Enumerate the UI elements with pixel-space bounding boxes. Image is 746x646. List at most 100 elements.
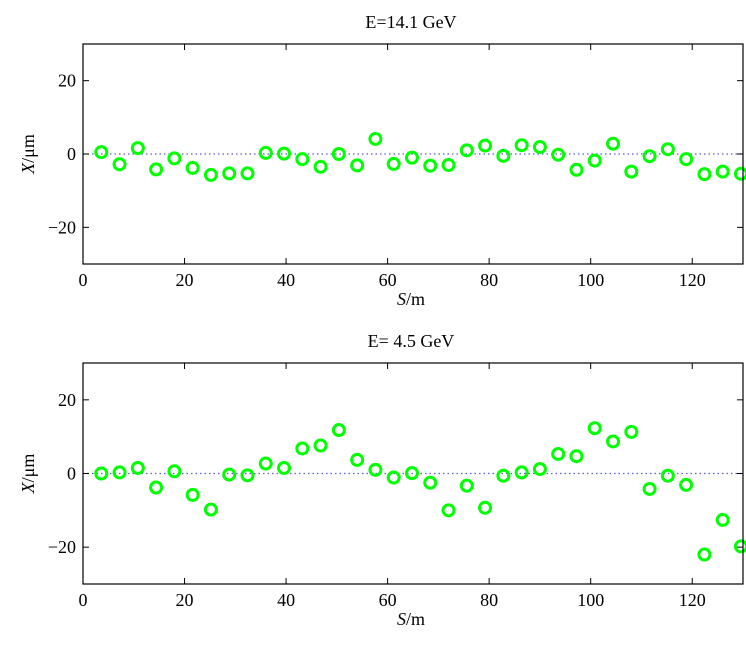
data-point <box>368 131 383 146</box>
y-tick-label: −20 <box>48 537 76 557</box>
data-point <box>660 468 675 483</box>
data-point <box>94 145 109 160</box>
data-point <box>514 465 529 480</box>
x-tick-label: 60 <box>379 270 397 290</box>
data-point <box>569 162 584 177</box>
data-point <box>368 462 383 477</box>
data-point <box>624 424 639 439</box>
data-point <box>551 446 566 461</box>
plot-frame <box>82 362 744 585</box>
data-point <box>130 141 145 156</box>
data-point <box>496 468 511 483</box>
x-tick-label: 120 <box>679 590 706 610</box>
data-point <box>569 449 584 464</box>
data-point <box>112 465 127 480</box>
data-point <box>459 478 474 493</box>
data-point <box>697 547 712 562</box>
y-axis-label: X/μm <box>18 454 38 495</box>
data-point <box>404 150 419 165</box>
data-point <box>423 158 438 173</box>
data-point <box>350 158 365 173</box>
data-point <box>295 441 310 456</box>
data-point <box>277 460 292 475</box>
data-point <box>587 153 602 168</box>
data-point <box>459 143 474 158</box>
data-point <box>295 152 310 167</box>
x-tick-label: 100 <box>577 270 604 290</box>
plot-panel-2: E= 4.5 GeV 0 20 40 60 80 100 120 −20 0 20 S/m X/μm <box>18 331 746 629</box>
x-tick-label: 0 <box>79 270 88 290</box>
data-point <box>240 468 255 483</box>
data-point <box>606 434 621 449</box>
x-tick-label: 80 <box>480 270 498 290</box>
x-axis-label: S/m <box>397 289 425 309</box>
data-point <box>404 466 419 481</box>
plot-title: E= 4.5 GeV <box>368 331 455 351</box>
y-tick-label: 0 <box>67 144 76 164</box>
x-axis-variable: S <box>397 609 406 629</box>
data-point <box>167 151 182 166</box>
data-point <box>130 460 145 475</box>
data-point <box>386 156 401 171</box>
x-tick-label: 120 <box>679 270 706 290</box>
data-point <box>313 159 328 174</box>
x-tick-label: 60 <box>379 590 397 610</box>
y-axis-unit: /μm <box>18 454 38 483</box>
data-point <box>733 166 746 181</box>
data-point <box>697 167 712 182</box>
data-point <box>185 487 200 502</box>
plot-frame <box>82 43 744 265</box>
data-point <box>441 158 456 172</box>
data-point <box>149 162 164 177</box>
y-tick-label: −20 <box>48 217 76 237</box>
data-point <box>423 475 438 490</box>
x-axis-unit: /m <box>406 609 425 629</box>
data-point <box>331 147 346 161</box>
data-point <box>203 502 218 517</box>
x-axis-label: S/m <box>397 609 425 629</box>
data-point <box>642 481 657 496</box>
plot-panel-1: E=14.1 GeV 0 20 40 60 80 100 120 −20 0 20 S/m X/μm <box>18 12 746 309</box>
data-point <box>642 149 657 164</box>
data-point <box>203 167 218 182</box>
data-point <box>679 152 694 167</box>
y-tick-label: 20 <box>58 390 76 410</box>
data-point <box>606 136 621 151</box>
data-point <box>660 142 675 157</box>
data-point <box>258 456 273 471</box>
x-tick-label: 40 <box>277 270 295 290</box>
data-point <box>532 140 547 155</box>
data-point <box>185 160 200 175</box>
data-point <box>277 146 292 161</box>
data-point <box>313 438 328 453</box>
x-tick-label: 20 <box>176 270 194 290</box>
data-point <box>715 164 730 179</box>
data-point <box>587 421 602 436</box>
y-tick-label: 20 <box>58 71 76 91</box>
data-point <box>386 470 401 485</box>
y-axis-variable: X <box>18 162 38 175</box>
data-point <box>624 164 639 179</box>
data-point <box>514 138 529 153</box>
data-point <box>496 148 511 163</box>
data-point <box>240 166 255 181</box>
x-axis-unit: /m <box>406 289 425 309</box>
x-tick-label: 0 <box>79 590 88 610</box>
data-point <box>733 539 746 554</box>
data-point <box>94 466 109 481</box>
data-point <box>112 157 127 172</box>
data-point <box>167 464 182 479</box>
data-point <box>679 477 694 492</box>
data-point <box>478 500 493 515</box>
data-point <box>715 512 730 527</box>
data-point <box>441 503 456 518</box>
data-point <box>350 452 365 467</box>
y-axis-label: X/μm <box>18 134 38 175</box>
x-tick-label: 80 <box>480 590 498 610</box>
data-point <box>551 147 566 162</box>
data-point <box>258 145 273 160</box>
data-point <box>222 166 237 181</box>
x-tick-label: 40 <box>277 590 295 610</box>
